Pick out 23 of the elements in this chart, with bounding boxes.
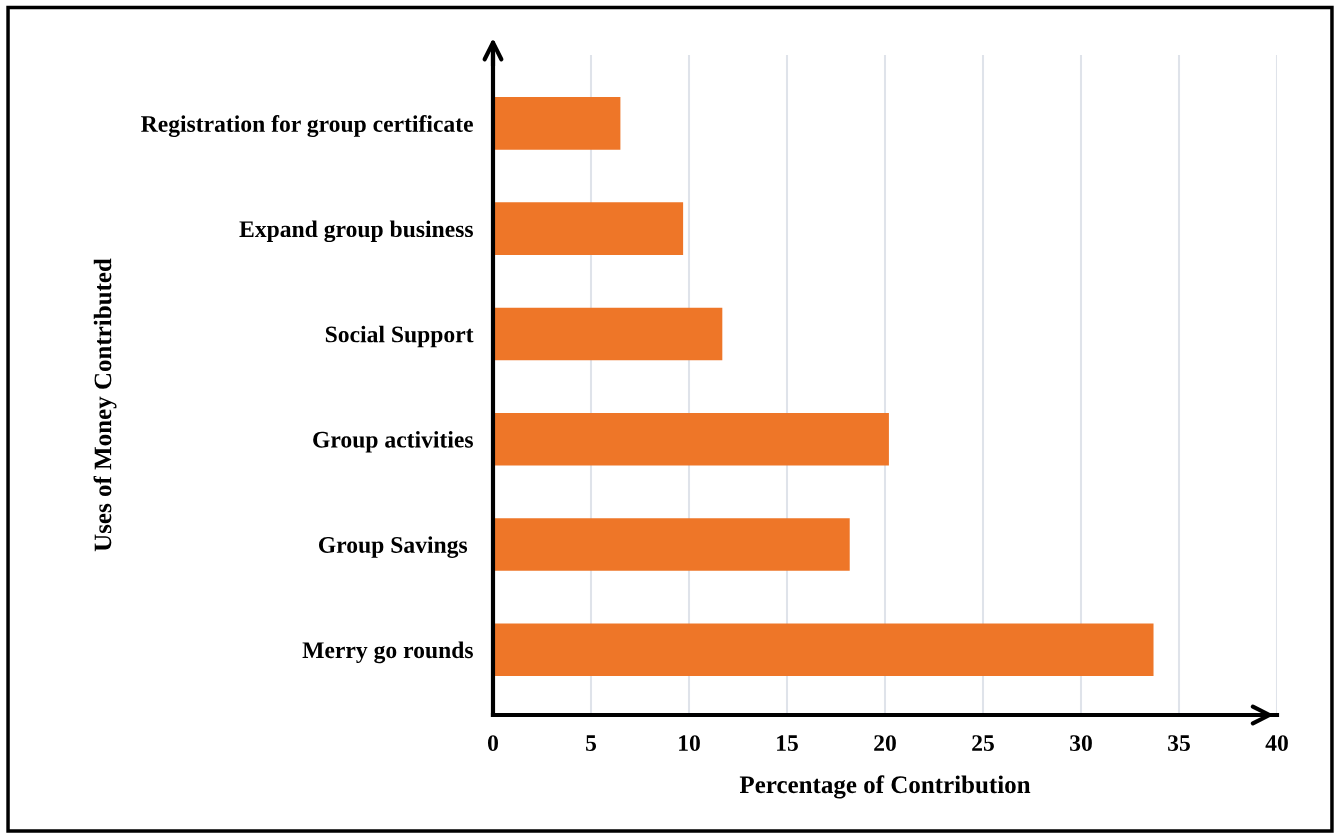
x-tick-label: 40	[1265, 735, 1288, 752]
y-tick-label: Expand group business	[239, 220, 473, 243]
x-tick-label: 30	[1070, 735, 1092, 752]
x-tick-label: 35	[1168, 735, 1190, 752]
x-tick-label: 0	[488, 735, 498, 752]
bar	[493, 623, 1154, 677]
y-tick-label: Group activities	[313, 431, 473, 453]
y-tick-label: Registration for group certificate	[141, 115, 473, 137]
bar	[493, 412, 889, 466]
bar	[493, 307, 723, 361]
x-tick-label: 25	[972, 735, 994, 752]
bar	[493, 97, 621, 150]
y-axis-title: Uses of Money Contributed	[93, 258, 117, 552]
x-axis-title: Percentage of Contribution	[739, 775, 1031, 799]
x-tick-label: 10	[679, 735, 700, 752]
y-tick-label: Social Support	[325, 325, 474, 348]
x-tick-label: 5	[586, 735, 597, 752]
x-tick-label: 15	[777, 735, 798, 752]
bar	[493, 518, 850, 571]
bar	[493, 202, 684, 255]
x-tick-label: 20	[874, 735, 896, 752]
y-tick-label: Group Savings	[318, 536, 468, 558]
y-tick-label: Merry go rounds	[302, 641, 473, 664]
